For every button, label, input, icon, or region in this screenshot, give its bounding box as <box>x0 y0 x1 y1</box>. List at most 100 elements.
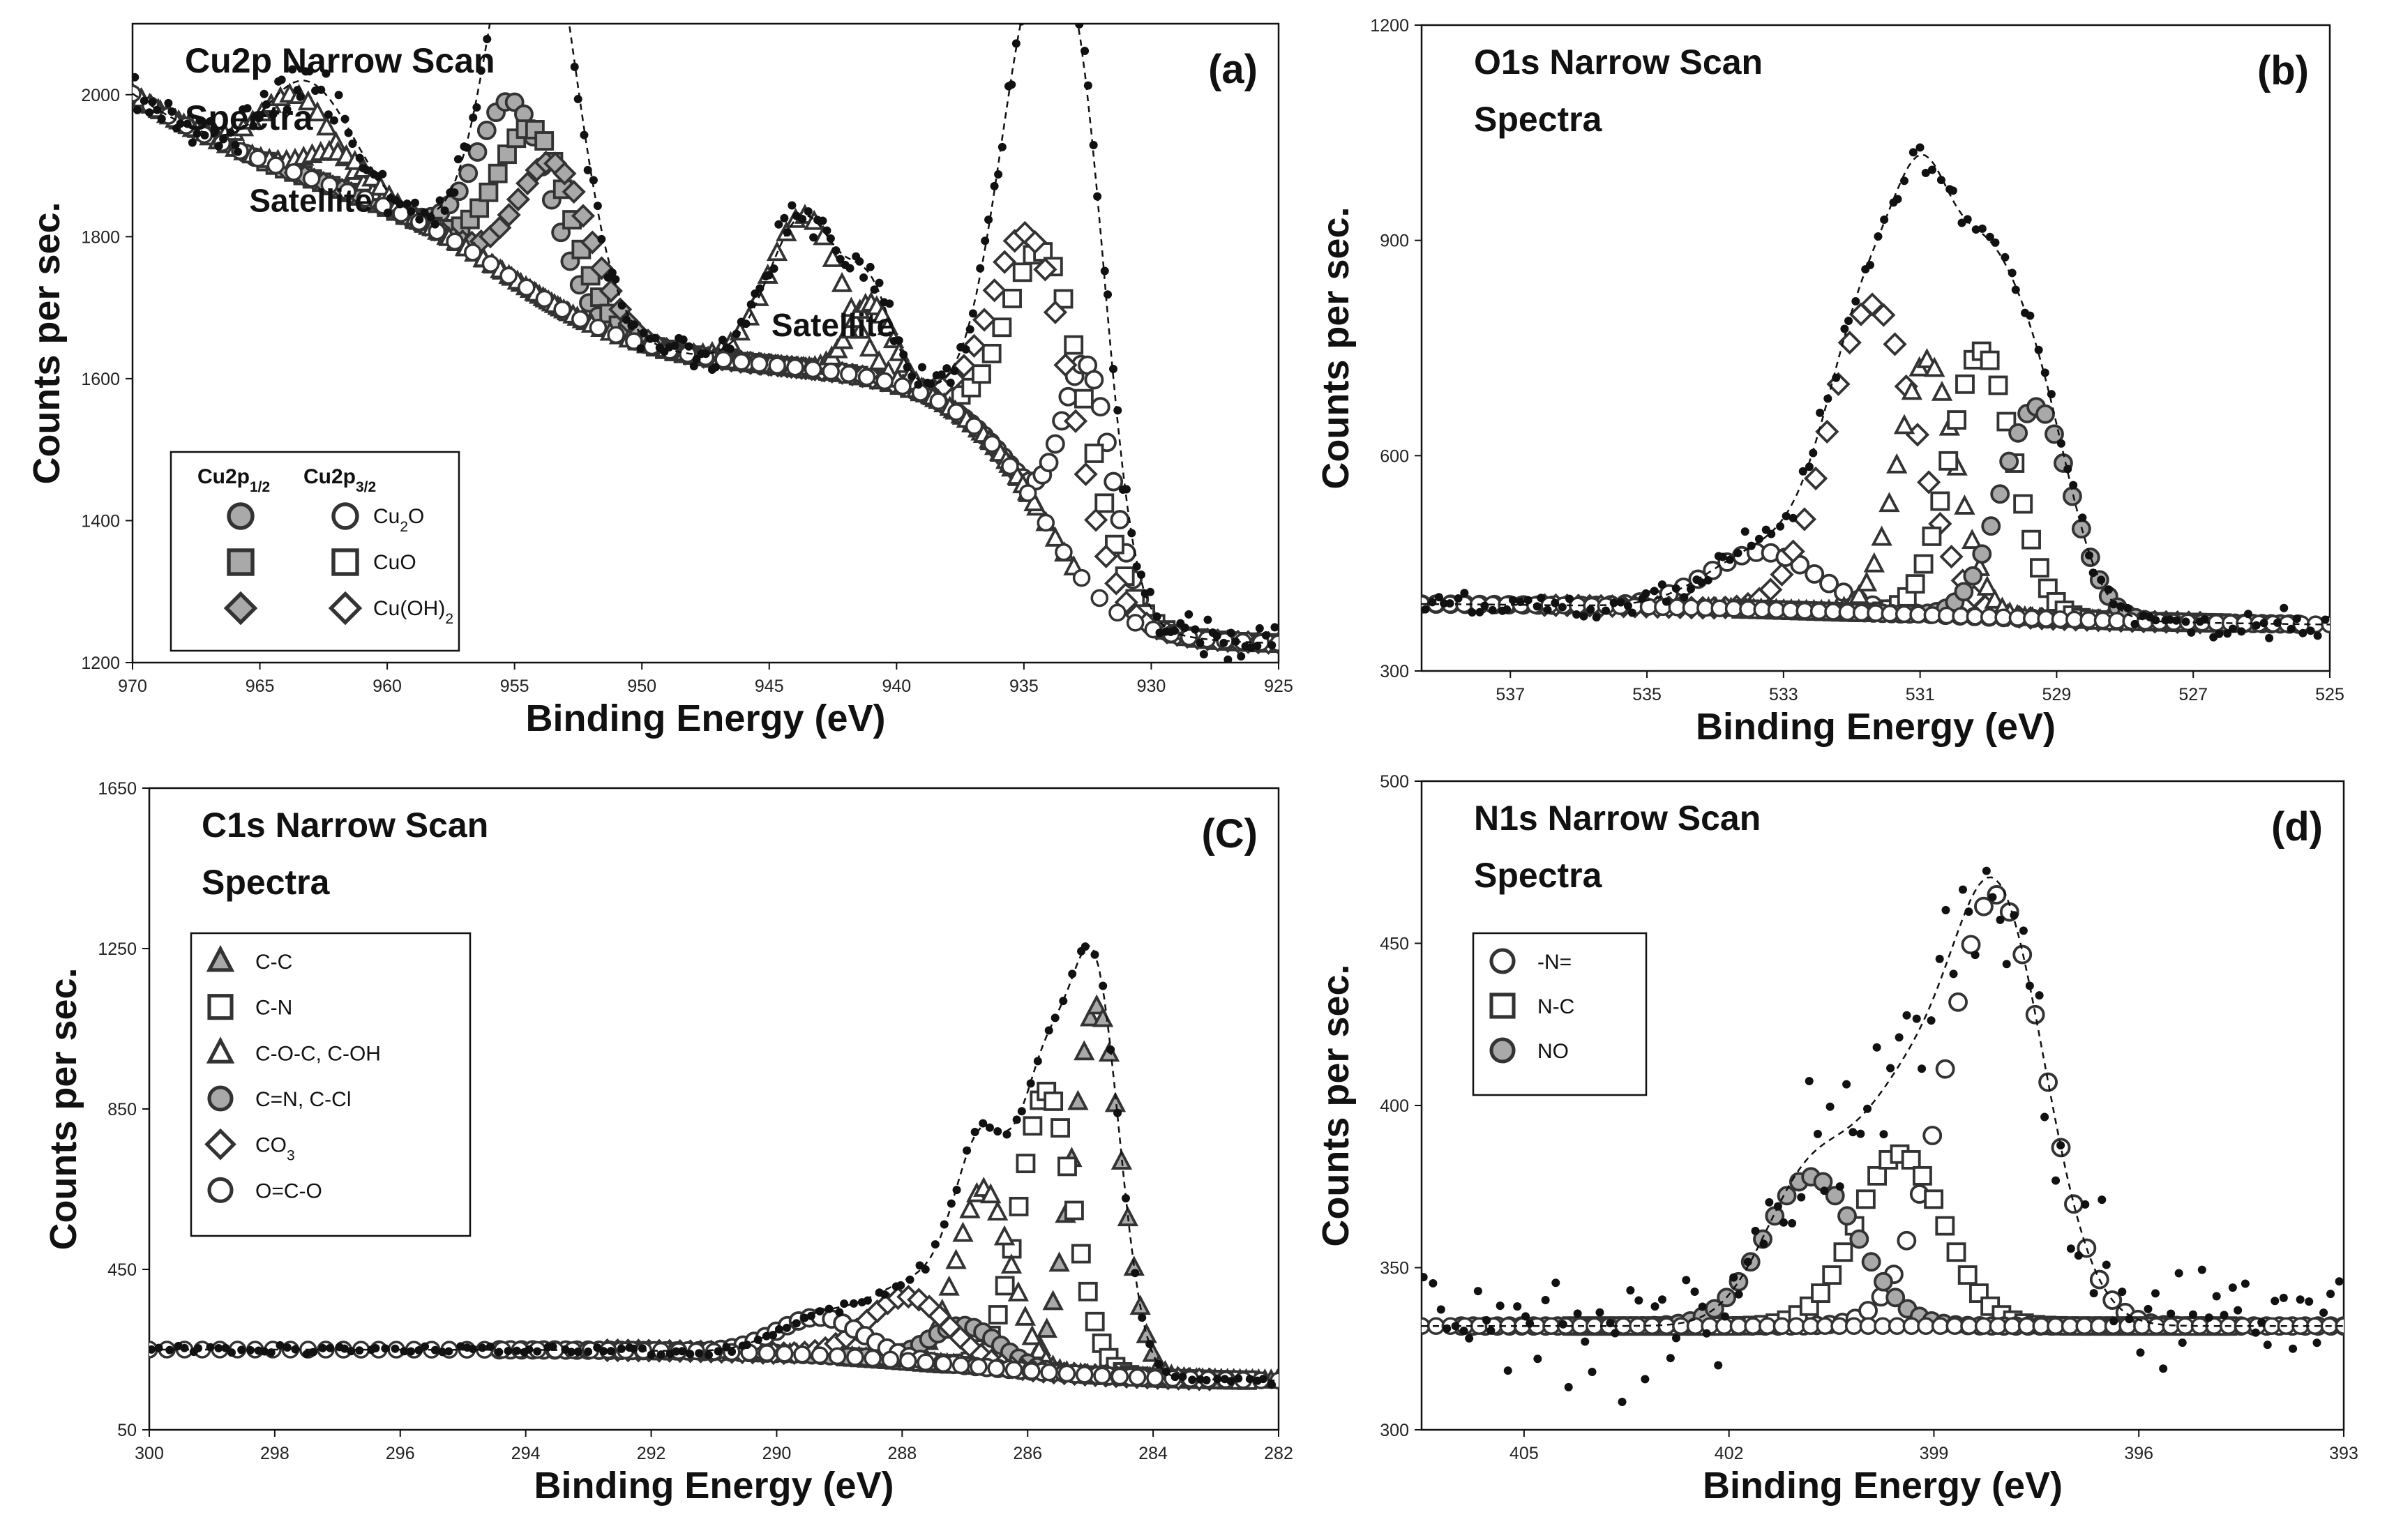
background-point <box>499 266 518 285</box>
raw-data-point <box>1671 1334 1680 1343</box>
background-point <box>1874 1317 1892 1335</box>
x-tick-label: 529 <box>2042 685 2072 704</box>
raw-data-point <box>1893 195 1902 204</box>
y-tick-label: 300 <box>1380 662 1409 681</box>
raw-data-point <box>2025 981 2034 990</box>
raw-data-point <box>1558 603 1567 612</box>
raw-data-point <box>638 1344 647 1353</box>
raw-data-point <box>309 1348 318 1357</box>
raw-data-point <box>695 1349 704 1358</box>
raw-data-point <box>686 1350 695 1359</box>
y-tick-label: 500 <box>1380 772 1409 792</box>
raw-data-point <box>269 110 278 119</box>
component-point <box>1922 1126 1943 1145</box>
background-point <box>248 149 267 167</box>
raw-data-point <box>835 1308 844 1317</box>
raw-data-point <box>899 350 908 359</box>
component-point <box>1939 545 1964 569</box>
raw-data-point <box>1145 587 1154 596</box>
raw-data-point <box>1767 529 1776 538</box>
x-axis-label: Binding Energy (eV) <box>1696 706 2056 748</box>
circle-filled-marker <box>207 1085 234 1112</box>
background-point <box>285 163 303 181</box>
raw-data-point <box>1503 605 1512 614</box>
y-tick-label: 450 <box>107 1260 137 1280</box>
raw-data-point <box>1627 608 1636 617</box>
raw-data-point <box>1703 575 1712 584</box>
background-point <box>1110 1367 1129 1386</box>
x-tick-label: 290 <box>762 1444 792 1463</box>
component-point <box>1085 994 1108 1015</box>
background-point <box>1787 1317 1805 1335</box>
component-point <box>1012 262 1032 282</box>
raw-data-point <box>1657 1295 1666 1304</box>
raw-data-point <box>976 264 985 273</box>
component-point <box>993 250 1017 274</box>
legend-box <box>170 451 460 652</box>
raw-data-point <box>340 1344 349 1353</box>
raw-data-point <box>1445 599 1454 608</box>
panel-letter: (a) <box>1208 47 1258 92</box>
raw-data-point <box>1733 549 1742 558</box>
raw-data-point <box>259 89 269 98</box>
raw-data-point <box>1267 1380 1277 1389</box>
background-point <box>518 278 536 296</box>
component-point <box>1033 257 1057 282</box>
raw-data-point <box>420 208 429 217</box>
background-point <box>553 301 571 319</box>
x-tick-label: 300 <box>135 1444 164 1463</box>
raw-data-point <box>1872 1043 1881 1052</box>
component-point <box>2013 494 2033 514</box>
raw-data-point <box>1641 589 1650 598</box>
component-point <box>1837 331 1862 355</box>
raw-data-point <box>651 333 660 342</box>
raw-data-point <box>2069 481 2078 490</box>
chart-title: N1s Narrow Scan <box>1474 799 1761 838</box>
raw-data-point <box>1480 601 1489 610</box>
raw-data-point <box>211 126 220 135</box>
component-point <box>1872 303 1896 327</box>
component-point <box>1805 564 1825 584</box>
raw-data-point <box>1428 598 1437 607</box>
component-point <box>959 1198 981 1218</box>
background-point <box>571 310 589 329</box>
raw-data-point <box>2287 624 2296 633</box>
component-point <box>1085 1311 1105 1331</box>
raw-data-point <box>2335 1277 2344 1286</box>
raw-data-point <box>1154 1359 1164 1368</box>
raw-data-point <box>2151 1289 2160 1298</box>
raw-data-point <box>227 1348 236 1357</box>
raw-data-point <box>2215 629 2224 638</box>
raw-data-point <box>1459 1327 1468 1336</box>
component-point <box>1893 414 1915 435</box>
raw-data-point <box>206 117 215 126</box>
raw-data-point <box>1533 1354 1542 1364</box>
raw-data-point <box>855 257 864 266</box>
raw-data-point <box>1586 605 1595 614</box>
raw-data-point <box>2188 1310 2197 1319</box>
component-point <box>571 204 596 228</box>
raw-data-point <box>831 246 841 255</box>
raw-data-point <box>1270 623 1279 632</box>
component-point <box>980 1183 1002 1204</box>
component-point <box>1924 356 1945 377</box>
component-point <box>2038 1072 2058 1092</box>
component-point <box>306 101 329 121</box>
raw-data-point <box>611 275 620 284</box>
background-point <box>1945 1317 1964 1335</box>
raw-data-point <box>630 320 639 329</box>
raw-data-point <box>1805 1077 1814 1086</box>
component-point <box>1023 491 1045 511</box>
component-point <box>1990 484 2010 504</box>
component-point <box>1043 300 1068 324</box>
component-point <box>467 142 488 162</box>
raw-data-point <box>1213 1375 1222 1384</box>
component-point <box>1000 1253 1023 1274</box>
x-tick-label: 533 <box>1769 685 1798 704</box>
raw-data-point <box>746 300 755 309</box>
component-point <box>1988 375 2008 395</box>
component-point <box>1855 571 1878 592</box>
raw-data-point <box>1558 1320 1567 1329</box>
x-tick-label: 405 <box>1509 1444 1539 1463</box>
